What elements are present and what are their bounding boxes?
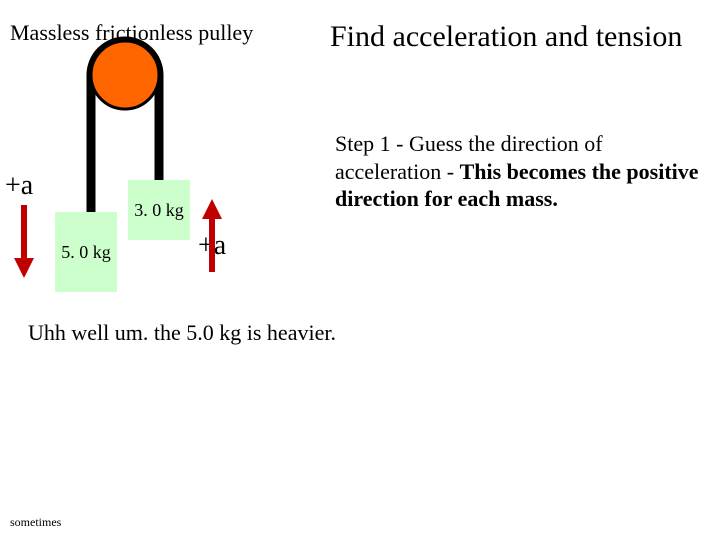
header-right-text: Find acceleration and tension — [330, 20, 682, 53]
comment-text: Uhh well um. the 5.0 kg is heavier. — [28, 320, 336, 345]
header-right: Find acceleration and tension — [330, 20, 700, 55]
arrows — [0, 0, 300, 320]
footer-text: sometimes — [10, 515, 61, 529]
footer: sometimes — [10, 515, 61, 530]
comment: Uhh well um. the 5.0 kg is heavier. — [28, 320, 336, 346]
step-text: Step 1 - Guess the direction of accelera… — [335, 130, 700, 213]
arrow-left-head — [14, 258, 34, 278]
arrow-right-head — [202, 199, 222, 219]
